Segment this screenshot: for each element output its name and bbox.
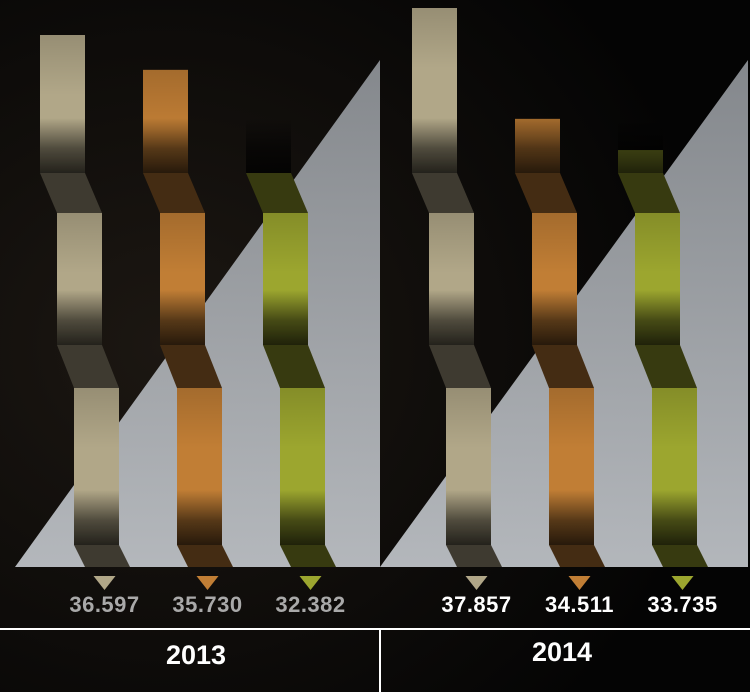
column-2014-series-2 <box>515 118 605 567</box>
segment-shadow <box>160 290 205 345</box>
marker-triangle-2013-3 <box>299 576 322 590</box>
marker-triangle-2013-2 <box>196 576 219 590</box>
column-foot <box>652 545 708 567</box>
column-joint <box>246 173 308 213</box>
column-joint <box>515 173 577 213</box>
segment-shadow <box>446 490 491 545</box>
column-joint <box>635 345 697 388</box>
value-label-2013-2: 35.730 <box>172 592 243 617</box>
segment-shadow <box>532 290 577 345</box>
segment-highlight <box>74 388 119 448</box>
column-foot <box>74 545 130 567</box>
column-joint <box>40 173 102 213</box>
column-joint <box>618 173 680 213</box>
segment-highlight <box>263 213 308 273</box>
value-label-2014-2: 34.511 <box>544 592 615 617</box>
segment-highlight <box>532 213 577 273</box>
value-label-2014-3: 33.735 <box>647 592 718 617</box>
segment-highlight <box>57 213 102 273</box>
segment-shadow <box>280 490 325 545</box>
segment-highlight <box>40 35 85 95</box>
segment-shadow <box>74 490 119 545</box>
segment-highlight <box>652 388 697 448</box>
value-label-2014-1: 37.857 <box>441 592 512 617</box>
column-joint <box>429 345 491 388</box>
segment-shadow <box>652 490 697 545</box>
column-joint <box>143 173 205 213</box>
segment-shadow <box>246 118 291 173</box>
marker-triangle-2014-2 <box>568 576 591 590</box>
column-foot <box>446 545 502 567</box>
segment-shadow <box>515 118 560 173</box>
column-joint <box>532 345 594 388</box>
column-joint <box>263 345 325 388</box>
group-label-2013: 2013 <box>165 640 227 670</box>
column-2014-series-1 <box>412 8 502 567</box>
segment-shadow <box>549 490 594 545</box>
baseline-rule <box>0 628 750 630</box>
column-foot <box>280 545 336 567</box>
segment-shadow <box>40 118 85 173</box>
column-joint <box>412 173 474 213</box>
segment-shadow <box>177 490 222 545</box>
segment-highlight <box>635 213 680 273</box>
segment-highlight <box>412 8 457 68</box>
column-2014-series-3 <box>618 118 708 567</box>
segment-highlight <box>446 388 491 448</box>
segment-shadow <box>635 290 680 345</box>
column-2013-series-2 <box>143 69 233 567</box>
marker-triangle-2014-1 <box>465 576 488 590</box>
group-divider <box>379 628 381 692</box>
column-foot <box>549 545 605 567</box>
segment-shadow <box>429 290 474 345</box>
segment-shadow <box>263 290 308 345</box>
segment-shadow <box>143 118 188 173</box>
segment-shadow <box>412 118 457 173</box>
marker-triangle-2013-1 <box>93 576 116 590</box>
segment-highlight <box>549 388 594 448</box>
segment-highlight <box>177 388 222 448</box>
segment-highlight <box>429 213 474 273</box>
column-foot <box>177 545 233 567</box>
column-2013-series-3 <box>246 118 336 567</box>
column-2013-series-1 <box>40 35 130 567</box>
column-joint <box>57 345 119 388</box>
value-label-2013-3: 32.382 <box>275 592 346 617</box>
segment-highlight <box>280 388 325 448</box>
group-label-2014: 2014 <box>531 637 593 667</box>
marker-triangle-2014-3 <box>671 576 694 590</box>
segment-shadow <box>618 118 663 173</box>
segment-highlight <box>160 213 205 273</box>
segment-shadow <box>57 290 102 345</box>
column-joint <box>160 345 222 388</box>
value-label-2013-1: 36.597 <box>69 592 140 617</box>
